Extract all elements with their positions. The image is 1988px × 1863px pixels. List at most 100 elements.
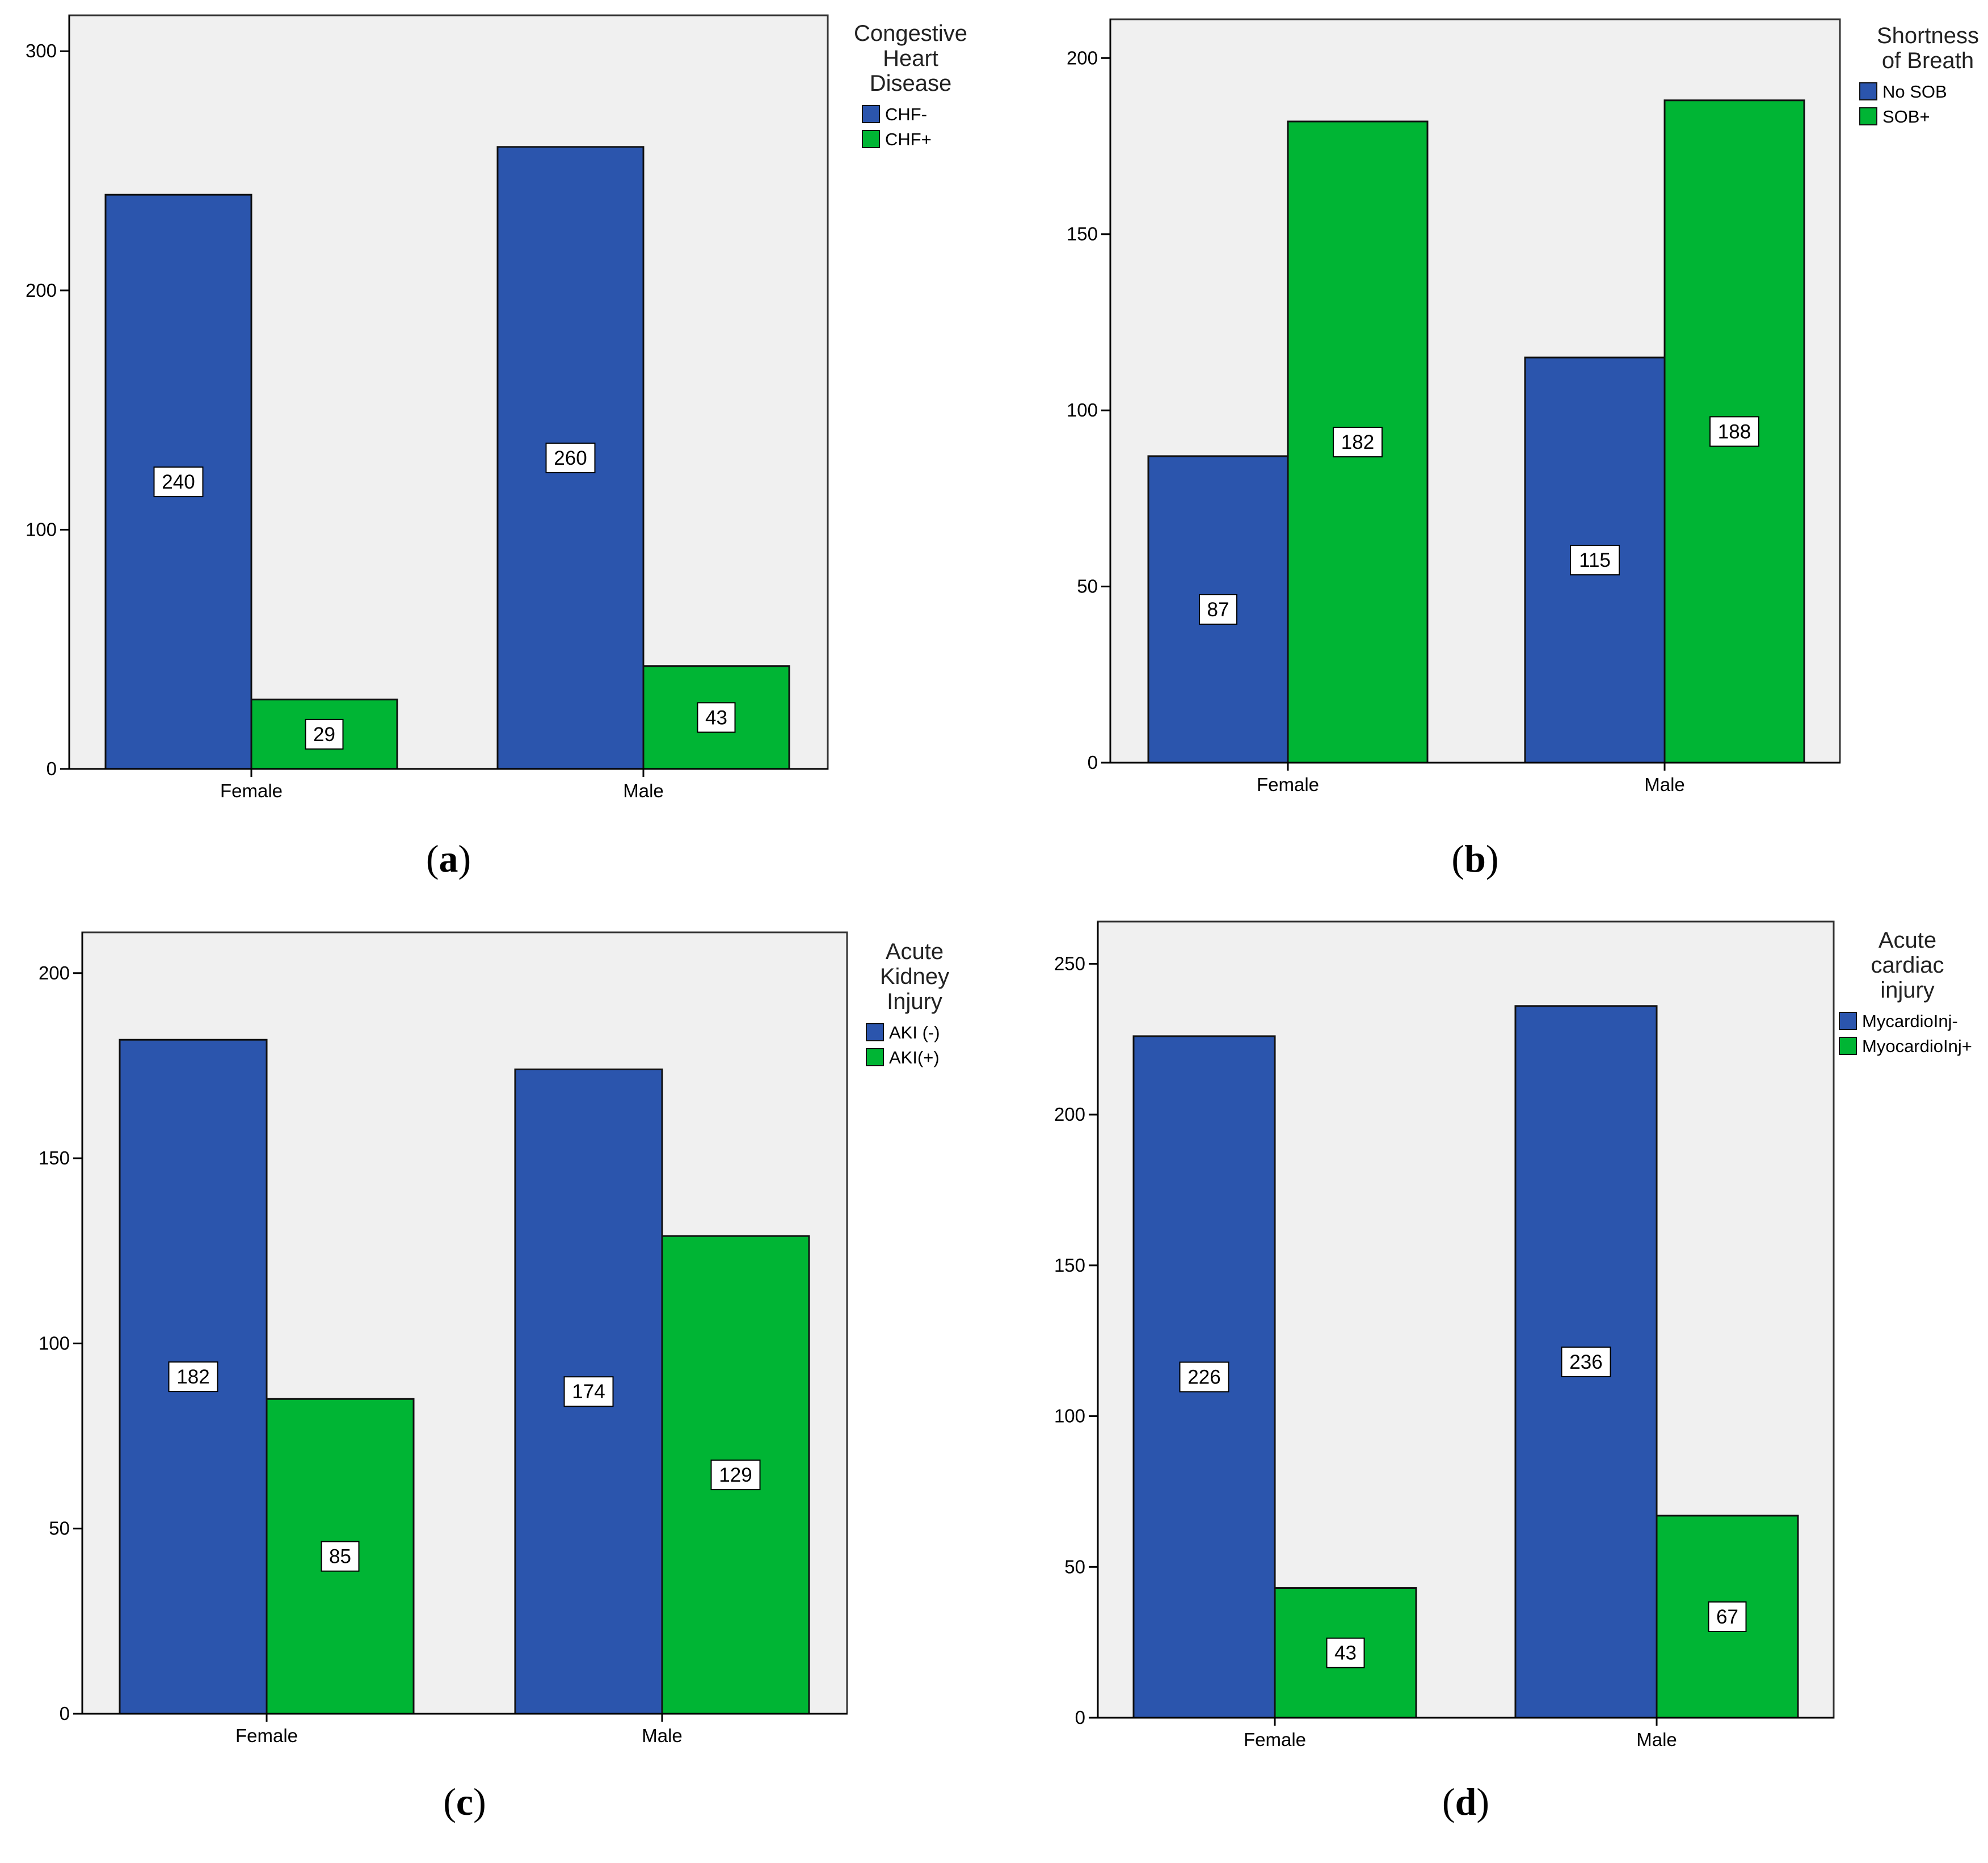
data-label-box <box>305 718 344 750</box>
y-tick-label: 100 <box>1067 399 1098 420</box>
legend-label: AKI (-) <box>889 1023 940 1042</box>
chart-panel-b: 0 50 100 150 200 87 182 Female 115 188 Male Shortne… <box>1067 18 1979 880</box>
y-tick-label: 150 <box>39 1147 70 1168</box>
legend-title: Shortness <box>1877 23 1979 48</box>
data-label-box <box>168 1361 218 1393</box>
x-tick-label: Male <box>623 780 664 801</box>
data-label: 174 <box>572 1381 605 1403</box>
legend-label: CHF- <box>885 104 927 124</box>
data-label-box <box>321 1541 360 1572</box>
caption-paren: ( <box>1451 837 1464 880</box>
data-label: 115 <box>1579 549 1611 571</box>
legend-label: MycardioInj- <box>1862 1011 1958 1031</box>
caption-letter: d <box>1455 1780 1477 1823</box>
caption-paren: ) <box>473 1780 486 1823</box>
caption-paren: ( <box>426 837 439 880</box>
y-tick-label: 50 <box>1064 1556 1085 1577</box>
legend-swatch <box>866 1048 884 1066</box>
legend-title: Acute <box>886 939 944 964</box>
caption-paren: ) <box>458 837 471 880</box>
chart-panel-a: 0 100 200 300 240 29 Female 260 43 Male Congestive… <box>26 14 967 880</box>
chart-panel-c: 0 50 100 150 200 182 85 Female 174 129 Male AcuteKi… <box>39 931 949 1823</box>
legend-swatch <box>1859 107 1877 125</box>
data-label: 240 <box>162 471 195 493</box>
data-label: 85 <box>329 1546 351 1568</box>
x-tick-label: Male <box>1636 1729 1677 1750</box>
legend-swatch <box>1839 1012 1857 1030</box>
y-tick-label: 50 <box>49 1518 70 1539</box>
legend-title: Congestive <box>854 21 967 46</box>
legend-title: Disease <box>870 71 952 96</box>
x-tick-label: Female <box>220 780 283 801</box>
data-label-box <box>710 1460 761 1491</box>
legend-swatch <box>862 130 880 148</box>
y-tick-label: 0 <box>47 758 57 779</box>
data-label: 182 <box>176 1366 209 1388</box>
data-label-box <box>697 702 736 733</box>
panel-caption: (d) <box>1442 1780 1489 1823</box>
y-tick-label: 300 <box>26 40 57 61</box>
y-tick-label: 50 <box>1077 576 1098 597</box>
legend-swatch <box>866 1023 884 1041</box>
legend-title: injury <box>1880 978 1935 1003</box>
data-label: 43 <box>705 706 727 729</box>
y-tick-label: 0 <box>60 1703 70 1724</box>
data-label: 260 <box>554 447 587 469</box>
caption-paren: ) <box>1486 837 1499 880</box>
data-label: 43 <box>1334 1642 1357 1664</box>
y-tick-label: 150 <box>1054 1255 1085 1276</box>
legend-title: of Breath <box>1882 48 1974 73</box>
x-tick-label: Male <box>642 1725 683 1746</box>
y-tick-label: 100 <box>39 1332 70 1353</box>
legend-swatch <box>862 105 880 123</box>
legend-title: cardiac <box>1871 953 1944 978</box>
y-tick-label: 200 <box>26 280 57 301</box>
data-label: 226 <box>1187 1366 1220 1388</box>
data-label: 29 <box>313 724 335 746</box>
y-tick-label: 0 <box>1088 752 1098 773</box>
data-label: 129 <box>719 1464 752 1486</box>
data-label-box <box>1326 1637 1365 1668</box>
legend-label: MyocardioInj+ <box>1862 1036 1972 1056</box>
x-tick-label: Male <box>1644 774 1685 795</box>
y-tick-label: 0 <box>1075 1707 1085 1728</box>
data-label-box <box>1708 1601 1747 1632</box>
data-label-box <box>563 1376 614 1407</box>
data-label-box <box>545 442 596 473</box>
legend-label: AKI(+) <box>889 1048 940 1067</box>
chart-panel-d: 0 50 100 150 200 250 226 43 Female 236 67 Male Acute… <box>1054 920 1972 1823</box>
legend-title: Kidney <box>880 964 949 989</box>
data-label-box <box>153 466 204 498</box>
y-tick-label: 200 <box>39 962 70 983</box>
legend-label: CHF+ <box>885 129 932 149</box>
data-label-box <box>1709 416 1759 447</box>
data-label-box <box>1570 545 1620 576</box>
panel-caption: (c) <box>443 1780 486 1823</box>
caption-letter: b <box>1464 837 1486 880</box>
data-label: 67 <box>1716 1606 1738 1628</box>
y-tick-label: 250 <box>1054 953 1085 974</box>
legend-title: Acute <box>1879 928 1936 953</box>
legend-title: Heart <box>883 46 938 71</box>
data-label: 87 <box>1207 599 1229 621</box>
x-tick-label: Female <box>1257 774 1319 795</box>
data-label: 182 <box>1341 431 1374 453</box>
y-tick-label: 150 <box>1067 224 1098 245</box>
panel-caption: (a) <box>426 837 471 880</box>
caption-paren: ( <box>443 1780 456 1823</box>
y-tick-label: 200 <box>1054 1104 1085 1125</box>
panel-caption: (b) <box>1451 837 1498 880</box>
y-tick-label: 100 <box>26 519 57 540</box>
data-label: 188 <box>1718 420 1751 443</box>
legend-swatch <box>1859 82 1877 100</box>
data-label: 236 <box>1569 1351 1602 1373</box>
legend-label: SOB+ <box>1882 107 1930 127</box>
x-tick-label: Female <box>1244 1729 1306 1750</box>
caption-paren: ) <box>1476 1780 1489 1823</box>
data-label-box <box>1199 594 1237 625</box>
